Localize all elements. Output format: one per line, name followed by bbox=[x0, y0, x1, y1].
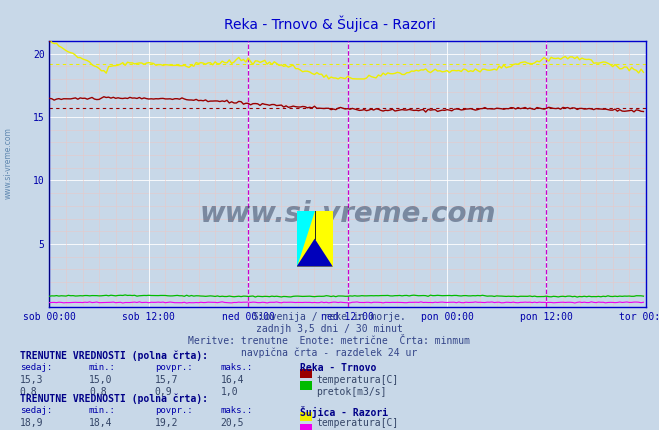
Text: povpr.:: povpr.: bbox=[155, 406, 192, 415]
Text: min.:: min.: bbox=[89, 363, 116, 372]
Text: www.si-vreme.com: www.si-vreme.com bbox=[200, 200, 496, 228]
Text: temperatura[C]: temperatura[C] bbox=[316, 375, 399, 385]
Text: 15,7: 15,7 bbox=[155, 375, 179, 385]
Text: 0,8: 0,8 bbox=[20, 387, 38, 397]
Text: 0,9: 0,9 bbox=[155, 387, 173, 397]
Text: temperatura[C]: temperatura[C] bbox=[316, 418, 399, 428]
Text: zadnjh 3,5 dni / 30 minut: zadnjh 3,5 dni / 30 minut bbox=[256, 324, 403, 334]
Text: Reka - Trnovo & Šujica - Razori: Reka - Trnovo & Šujica - Razori bbox=[223, 15, 436, 31]
Text: Šujica - Razori: Šujica - Razori bbox=[300, 406, 388, 418]
Text: 20,5: 20,5 bbox=[221, 418, 244, 428]
Text: 16,4: 16,4 bbox=[221, 375, 244, 385]
Text: TRENUTNE VREDNOSTI (polna črta):: TRENUTNE VREDNOSTI (polna črta): bbox=[20, 350, 208, 361]
Polygon shape bbox=[297, 239, 333, 267]
Polygon shape bbox=[297, 211, 315, 267]
Text: navpična črta - razdelek 24 ur: navpična črta - razdelek 24 ur bbox=[241, 348, 418, 358]
Text: TRENUTNE VREDNOSTI (polna črta):: TRENUTNE VREDNOSTI (polna črta): bbox=[20, 393, 208, 404]
Text: 19,2: 19,2 bbox=[155, 418, 179, 428]
Text: 18,9: 18,9 bbox=[20, 418, 43, 428]
Text: maks.:: maks.: bbox=[221, 406, 253, 415]
Text: www.si-vreme.com: www.si-vreme.com bbox=[3, 127, 13, 200]
Text: sedaj:: sedaj: bbox=[20, 406, 52, 415]
Text: povpr.:: povpr.: bbox=[155, 363, 192, 372]
Text: Meritve: trenutne  Enote: metrične  Črta: minmum: Meritve: trenutne Enote: metrične Črta: … bbox=[188, 336, 471, 346]
Text: 18,4: 18,4 bbox=[89, 418, 113, 428]
Text: 1,0: 1,0 bbox=[221, 387, 239, 397]
Text: Reka - Trnovo: Reka - Trnovo bbox=[300, 363, 376, 373]
Text: 0,8: 0,8 bbox=[89, 387, 107, 397]
Text: 15,0: 15,0 bbox=[89, 375, 113, 385]
Text: Slovenija / reke in morje.: Slovenija / reke in morje. bbox=[253, 312, 406, 322]
Text: maks.:: maks.: bbox=[221, 363, 253, 372]
Text: sedaj:: sedaj: bbox=[20, 363, 52, 372]
Text: min.:: min.: bbox=[89, 406, 116, 415]
Text: 15,3: 15,3 bbox=[20, 375, 43, 385]
Text: pretok[m3/s]: pretok[m3/s] bbox=[316, 387, 387, 397]
